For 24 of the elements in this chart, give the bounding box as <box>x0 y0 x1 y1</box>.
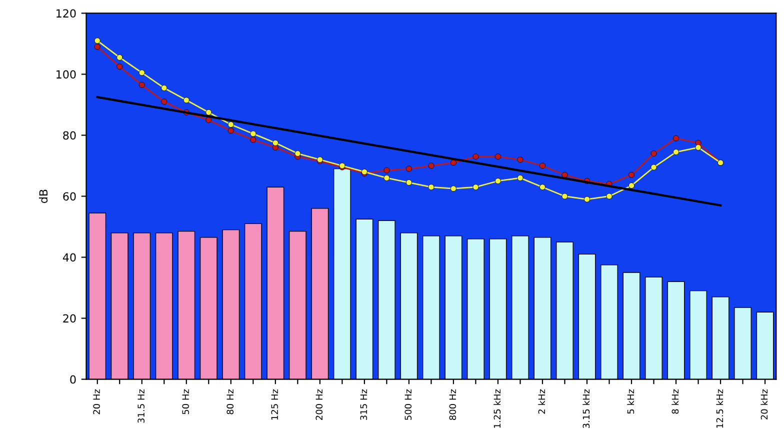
x-tick-label: 315 Hz <box>360 389 368 420</box>
x-tick-label: 20 Hz <box>93 389 100 414</box>
x-tick-label: 20 kHz <box>760 389 768 420</box>
y-tick-label: 100 <box>56 70 76 79</box>
x-tick-label: 3.15 kHz <box>582 389 590 428</box>
y-tick-label: 80 <box>63 131 76 140</box>
y-tick-label: 40 <box>62 253 76 262</box>
x-tick-label: 125 Hz <box>271 389 278 420</box>
x-tick-label: 80 Hz <box>226 389 234 414</box>
y-tick-label: 60 <box>63 192 76 201</box>
y-tick-label: 120 <box>56 9 76 18</box>
x-tick-label: 1.25 kHz <box>494 389 501 428</box>
x-tick-label: 200 Hz <box>316 389 323 420</box>
y-axis-title: dB <box>39 190 48 203</box>
x-tick-label: 2 kHz <box>538 389 545 414</box>
x-tick-label: 800 Hz <box>449 389 456 420</box>
x-tick-label: 5 kHz <box>627 389 634 414</box>
y-tick-label: 0 <box>70 375 76 384</box>
x-tick-label: 50 Hz <box>182 389 190 414</box>
y-tick-label: 20 <box>63 314 76 323</box>
x-tick-label: 31.5 Hz <box>138 389 144 423</box>
x-tick-label: 12.5 kHz <box>716 389 724 428</box>
x-tick-label: 500 Hz <box>404 389 412 420</box>
x-tick-label: 8 kHz <box>672 389 679 414</box>
